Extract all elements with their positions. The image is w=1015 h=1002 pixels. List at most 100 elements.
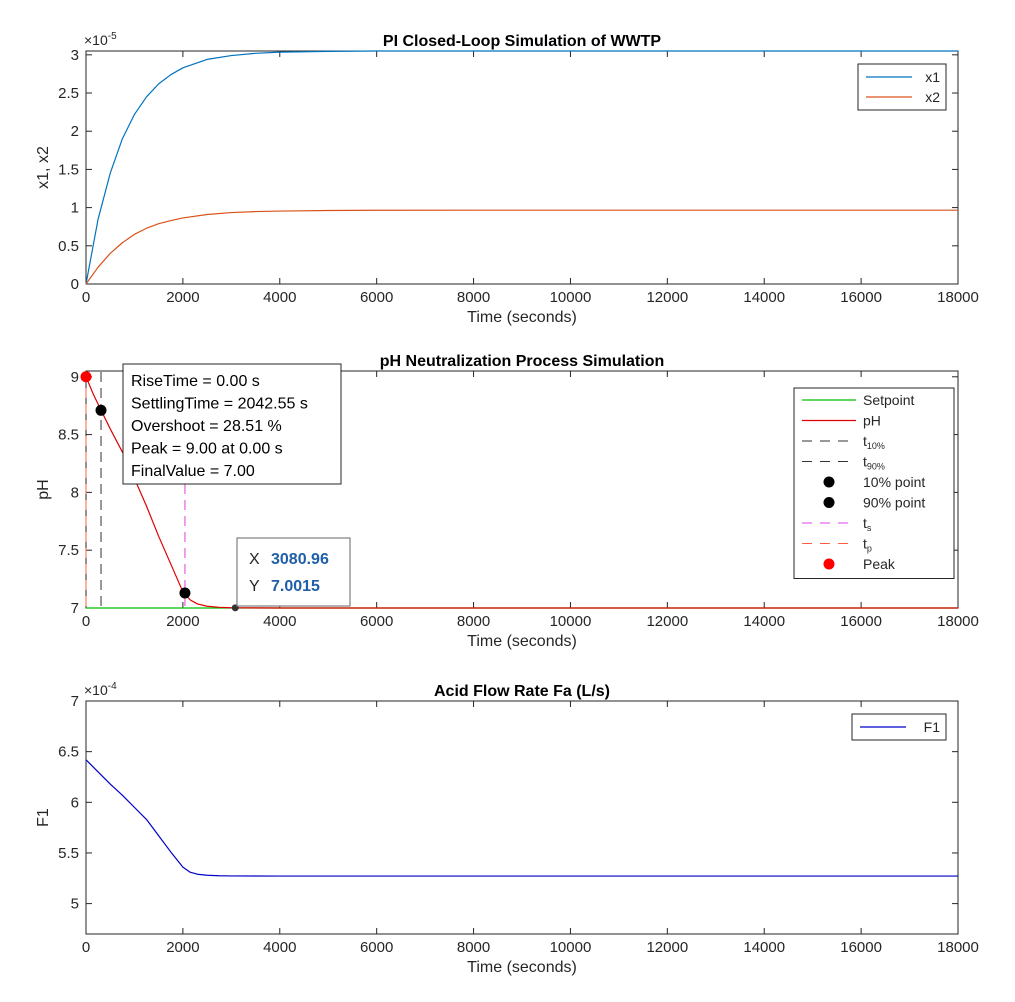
y-tick-label: 8.5: [58, 427, 79, 444]
x-tick-label: 6000: [360, 939, 393, 956]
legend-label: ts: [863, 515, 872, 533]
x-tick-label: 12000: [646, 939, 688, 956]
x-tick-label: 10000: [550, 939, 592, 956]
annotation-line: Overshoot = 28.51 %: [131, 418, 282, 435]
datatip-x-label: X: [249, 551, 260, 568]
x-tick-label: 10000: [550, 613, 592, 630]
annotation-frame: [122, 363, 342, 485]
legend-label: 90% point: [863, 495, 925, 511]
y-tick-label: 2.5: [58, 85, 79, 102]
marker-peak[interactable]: [80, 371, 92, 383]
x-tick-label: 14000: [743, 939, 785, 956]
legend-box: [793, 387, 955, 579]
x-tick-label: 18000: [937, 939, 979, 956]
legend-label: x1: [925, 69, 940, 85]
chart-3: 0 2000 4000 6000 8000 10000 12000 14000 16000 180…: [35, 681, 979, 976]
x-tick-label: 6000: [360, 613, 393, 630]
y-exponent-label: ×10-4: [84, 681, 117, 698]
y-tick-label: 6: [71, 794, 79, 811]
legend-label: 10% point: [863, 474, 925, 490]
legend-swatch: [823, 476, 835, 488]
legend-label: t10%: [863, 433, 885, 451]
annotation-box: RiseTime = 0.00 s SettlingTime = 2042.55 …: [122, 363, 342, 485]
legend: Setpoint pH t10% t90% 10% point 90% point ts tp…: [793, 387, 955, 579]
x-tick-label: 0: [82, 613, 90, 630]
y-tick-label: 6.5: [58, 744, 79, 761]
legend: F1: [851, 713, 947, 741]
legend-label: x2: [925, 89, 940, 105]
marker-90-point[interactable]: [179, 587, 191, 599]
x-tick-label: 4000: [263, 289, 296, 306]
chart-title: Acid Flow Rate Fa (L/s): [434, 683, 610, 700]
x-axis-label: Time (seconds): [467, 959, 577, 976]
x-tick-label: 12000: [646, 289, 688, 306]
y-axis-label: x1, x2: [35, 146, 52, 189]
x-tick-label: 10000: [550, 289, 592, 306]
x-tick-label: 0: [82, 939, 90, 956]
legend-label: Setpoint: [863, 392, 914, 408]
x-tick-label: 16000: [840, 289, 882, 306]
annotation-line: RiseTime = 0.00 s: [131, 373, 260, 390]
x-tick-label: 14000: [743, 613, 785, 630]
y-axis-label: F1: [35, 808, 52, 827]
legend-label: t90%: [863, 454, 885, 472]
legend-label: F1: [924, 719, 941, 735]
x-tick-label: 8000: [457, 289, 490, 306]
chart-title: pH Neutralization Process Simulation: [380, 353, 665, 370]
chart-1: 0 2000 4000 6000 8000 10000 12000 14000 16000 180…: [35, 31, 979, 326]
datatip-box: [236, 537, 351, 607]
x-tick-label: 2000: [166, 939, 199, 956]
x-tick-label: 8000: [457, 613, 490, 630]
y-tick-label: 7: [71, 693, 79, 710]
annotation-line: FinalValue = 7.00: [131, 463, 255, 480]
datatip-y-label: Y: [249, 578, 260, 595]
legend-label: Peak: [863, 556, 896, 572]
chart-2: 0 2000 4000 6000 8000 10000 12000 14000 16000 180…: [35, 353, 979, 650]
marker-10-point[interactable]: [95, 404, 107, 416]
plot-area: [85, 700, 959, 935]
x-axis-label: Time (seconds): [467, 633, 577, 650]
x-axis-label: Time (seconds): [467, 309, 577, 326]
y-tick-label: 2: [71, 123, 79, 140]
x-tick-label: 4000: [263, 613, 296, 630]
y-exponent-label: ×10-5: [84, 31, 117, 48]
y-tick-label: 7: [71, 600, 79, 617]
annotation-line: SettlingTime = 2042.55 s: [131, 396, 308, 413]
datatip[interactable]: X 3080.96 Y 7.0015: [236, 537, 351, 607]
legend-label: pH: [863, 413, 881, 429]
plot-area: [85, 50, 959, 285]
y-tick-label: 1.5: [58, 161, 79, 178]
legend-label: tp: [863, 536, 872, 554]
y-tick-label: 0.5: [58, 238, 79, 255]
legend-box: [857, 63, 947, 111]
series-line-x1: [85, 50, 958, 285]
y-tick-label: 8: [71, 484, 79, 501]
x-tick-label: 16000: [840, 939, 882, 956]
x-tick-label: 2000: [166, 289, 199, 306]
legend-swatch: [823, 558, 835, 570]
legend-swatch: [823, 497, 835, 508]
x-tick-label: 16000: [840, 613, 882, 630]
y-tick-label: 1: [71, 200, 79, 217]
y-tick-label: 7.5: [58, 542, 79, 559]
x-tick-label: 18000: [937, 613, 979, 630]
y-tick-label: 5: [71, 896, 79, 913]
y-tick-label: 3: [71, 47, 79, 64]
datatip-x-value: 3080.96: [271, 551, 329, 568]
x-tick-label: 8000: [457, 939, 490, 956]
x-tick-label: 6000: [360, 289, 393, 306]
y-axis-label: pH: [35, 479, 52, 499]
x-tick-label: 0: [82, 289, 90, 306]
x-tick-label: 4000: [263, 939, 296, 956]
y-tick-label: 5.5: [58, 845, 79, 862]
x-tick-label: 2000: [166, 613, 199, 630]
x-tick-label: 14000: [743, 289, 785, 306]
x-tick-label: 12000: [646, 613, 688, 630]
datatip-y-value: 7.0015: [271, 578, 320, 595]
series-line-x2: [85, 209, 958, 285]
x-tick-label: 18000: [937, 289, 979, 306]
series-line-f1: [85, 759, 958, 877]
y-tick-label: 9: [71, 369, 79, 386]
